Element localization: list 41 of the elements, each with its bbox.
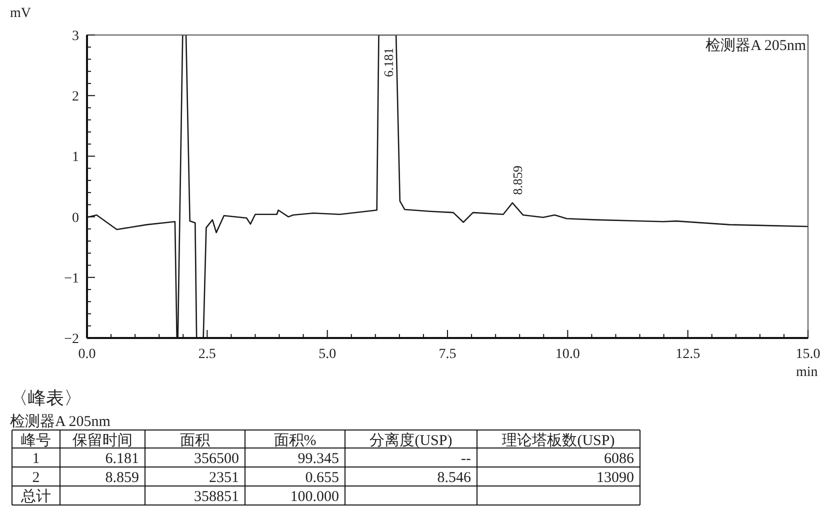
text: 8.546 (437, 470, 472, 486)
text: 356500 (194, 451, 239, 467)
xlabel: min (796, 365, 818, 380)
x-tick-label: 7.5 (438, 347, 456, 362)
text: 峰号 (21, 432, 51, 449)
text: 总计 (20, 488, 51, 505)
text: 8.859 (105, 470, 139, 486)
text: 0.655 (305, 470, 339, 486)
y-tick-label: 0 (72, 210, 79, 226)
text: 保留时间 (72, 432, 132, 449)
text: 100.000 (290, 489, 339, 505)
text: 面积 (180, 433, 210, 449)
text: 检测器A 205nm (10, 413, 111, 430)
text: 2351 (209, 470, 239, 486)
x-tick-label: 12.5 (676, 347, 700, 362)
x-tick-label: 0.0 (78, 347, 96, 362)
text: 2 (32, 470, 40, 486)
y-tick-label: −2 (64, 332, 79, 347)
text: 理论塔板数(USP) (502, 432, 615, 449)
y-tick-label: 1 (72, 150, 79, 166)
text: 6086 (604, 451, 634, 467)
annotation: 8.859 (510, 166, 525, 195)
text: 358851 (194, 489, 239, 505)
x-tick-label: 2.5 (198, 347, 216, 362)
text: 13090 (596, 470, 634, 486)
y-tick-label: 2 (72, 90, 79, 105)
x-tick-label: 10.0 (555, 347, 580, 362)
annotation: 检测器A 205nm (706, 37, 806, 54)
text: -- (461, 451, 471, 467)
y-axis-title: mV (10, 6, 31, 21)
text: 面积% (274, 433, 316, 449)
annotation: 6.181 (381, 48, 396, 77)
x-tick-label: 15.0 (796, 347, 820, 362)
text: 6.181 (105, 451, 139, 467)
text: 1 (32, 451, 40, 467)
text: 99.345 (298, 451, 339, 467)
y-tick-label: −1 (64, 271, 79, 286)
x-tick-label: 5.0 (318, 347, 336, 362)
text: 〈峰表〉 (10, 388, 82, 408)
y-tick-label: 3 (72, 29, 79, 44)
text: 分离度(USP) (370, 432, 452, 449)
